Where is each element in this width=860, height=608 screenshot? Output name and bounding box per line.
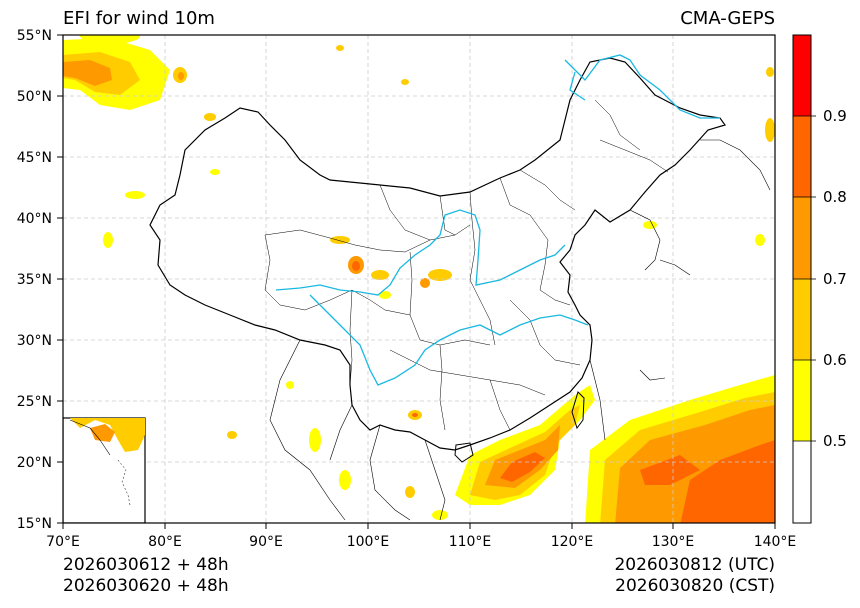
efi-shading — [63, 35, 775, 523]
lat-tick-label: 15°N — [17, 516, 52, 532]
country-borders — [269, 139, 771, 521]
province-borders — [264, 99, 669, 431]
colorbar: 0.5 0.6 0.7 0.8 0.9 — [792, 34, 847, 524]
colorbar-segment — [793, 279, 811, 360]
lat-tick-label: 20°N — [17, 455, 52, 471]
lon-tick-label: 100°E — [347, 534, 390, 550]
init-time-block: 2026030612 + 48h 2026030620 + 48h — [63, 555, 229, 597]
lat-tick-label: 35°N — [17, 272, 52, 288]
model-name: CMA-GEPS — [680, 8, 775, 29]
init-time-utc: 2026030612 + 48h — [63, 555, 229, 575]
colorbar-segment — [793, 360, 811, 441]
lon-tick-label: 130°E — [652, 534, 695, 550]
valid-time-cst: 2026030820 (CST) — [615, 576, 775, 596]
lat-tick-label: 30°N — [17, 333, 52, 349]
lon-tick-label: 80°E — [148, 534, 182, 550]
valid-time-block: 2026030812 (UTC) 2026030820 (CST) — [614, 555, 775, 597]
map-content — [63, 35, 775, 523]
colorbar-segment — [793, 441, 811, 523]
axis-ticks — [57, 34, 776, 529]
rivers — [275, 54, 720, 386]
map-title: EFI for wind 10m — [63, 8, 215, 29]
colorbar-tick-label: 0.6 — [823, 351, 847, 369]
lat-tick-label: 45°N — [17, 150, 52, 166]
lon-tick-label: 120°E — [551, 534, 594, 550]
colorbar-segment — [793, 116, 811, 197]
valid-time-utc: 2026030812 (UTC) — [614, 555, 775, 575]
colorbar-segment — [793, 197, 811, 279]
lon-tick-label: 90°E — [249, 534, 283, 550]
init-time-cst: 2026030620 + 48h — [63, 576, 229, 596]
colorbar-tick-label: 0.7 — [823, 270, 847, 288]
lon-tick-label: 140°E — [754, 534, 797, 550]
lat-tick-label: 50°N — [17, 89, 52, 105]
lon-tick-label: 70°E — [46, 534, 80, 550]
gridlines — [63, 35, 775, 523]
colorbar-tick-label: 0.9 — [823, 107, 847, 125]
colorbar-tick-label: 0.5 — [823, 432, 847, 450]
lat-tick-label: 25°N — [17, 394, 52, 410]
colorbar-segment — [793, 35, 811, 116]
colorbar-tick-label: 0.8 — [823, 188, 847, 206]
lat-tick-label: 40°N — [17, 211, 52, 227]
lon-tick-label: 110°E — [449, 534, 492, 550]
china-border — [149, 57, 726, 451]
lat-tick-label: 55°N — [17, 28, 52, 44]
